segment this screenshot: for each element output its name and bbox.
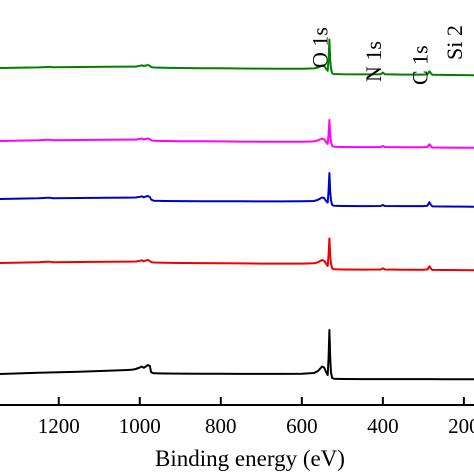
x-tick-label: 1200 <box>38 414 80 438</box>
peak-label: Si 2 <box>442 25 467 60</box>
peak-label: O 1s <box>307 27 332 68</box>
x-tick-label: 800 <box>205 414 237 438</box>
peak-label: C 1s <box>407 45 432 85</box>
series-line-2 <box>0 119 474 149</box>
x-tick-label: 200 <box>448 414 474 438</box>
x-axis-ticks: 1200 1000 800 600 400 200 <box>38 397 474 438</box>
x-tick-label: 400 <box>367 414 399 438</box>
x-tick-label: 1000 <box>119 414 161 438</box>
x-tick-label: 600 <box>286 414 318 438</box>
series-line-3 <box>0 172 474 208</box>
peak-label-layer: O 1s N 1s C 1s Si 2 <box>307 25 467 85</box>
series-line-1 <box>0 38 474 77</box>
x-axis-title: Binding energy (eV) <box>155 446 345 471</box>
peak-label: N 1s <box>361 41 386 82</box>
series-line-4 <box>0 237 474 272</box>
series-line-5 <box>0 329 474 381</box>
series-layer <box>0 38 474 381</box>
